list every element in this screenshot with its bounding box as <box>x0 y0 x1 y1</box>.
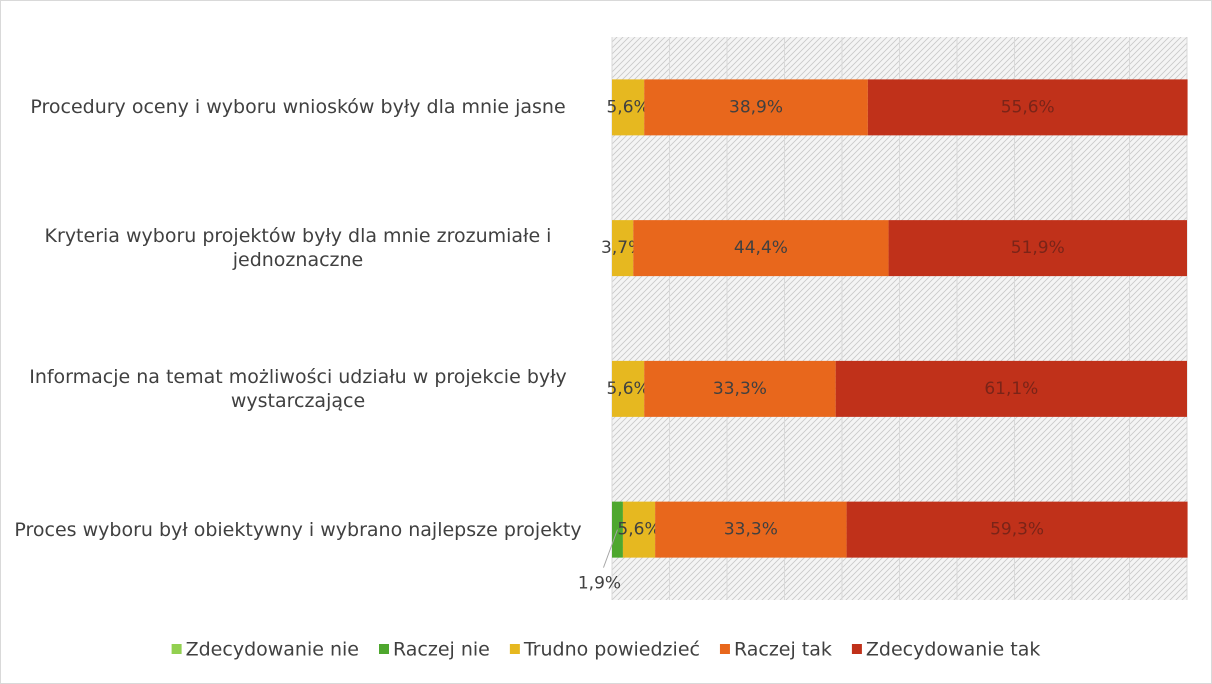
legend-swatch <box>509 644 520 654</box>
bar-segment <box>644 79 868 136</box>
legend-swatch <box>379 644 389 654</box>
legend-swatch <box>719 644 730 654</box>
bar-segment <box>655 501 847 558</box>
bar-segment <box>612 220 634 277</box>
legend-label: Zdecydowanie tak <box>866 639 1040 661</box>
value-label: 33,3% <box>713 379 767 399</box>
leader-line <box>602 529 618 568</box>
value-label: 38,9% <box>729 97 783 117</box>
bar-segment <box>888 220 1187 277</box>
category-label: Procedury oceny i wyboru wniosków były d… <box>30 96 566 119</box>
value-label: 51,9% <box>1011 238 1065 258</box>
value-label: 59,3% <box>990 520 1044 540</box>
legend-label: Zdecydowanie nie <box>186 639 359 661</box>
value-label: 5,6% <box>617 520 660 540</box>
value-label: 5,6% <box>606 97 649 117</box>
value-label: 55,6% <box>1001 97 1055 117</box>
bar-segment <box>612 360 645 417</box>
category-label: Kryteria wyboru projektów były dla mnie … <box>44 225 552 272</box>
legend-label: Raczej nie <box>393 639 490 661</box>
value-label: 33,3% <box>724 520 778 540</box>
legend-swatch <box>851 644 862 654</box>
value-label: 61,1% <box>984 379 1038 399</box>
value-label: 1,9% <box>578 574 621 594</box>
category-label: Informacje na temat możliwości udziału w… <box>29 365 567 412</box>
bar-segment <box>867 79 1188 136</box>
value-label: 5,6% <box>606 379 649 399</box>
bar-segment <box>622 501 656 558</box>
bar-segment <box>612 79 645 136</box>
category-label: Proces wyboru był obiektywny i wybrano n… <box>14 518 582 541</box>
legend-label: Raczej tak <box>734 639 832 661</box>
bar-segment <box>644 360 836 417</box>
bar-segment <box>633 220 889 277</box>
value-label: 44,4% <box>734 238 788 258</box>
legend-label: Trudno powiedzieć <box>523 639 700 661</box>
bar-segment <box>835 360 1187 417</box>
legend-swatch <box>171 644 182 654</box>
bar-segment <box>846 501 1188 558</box>
